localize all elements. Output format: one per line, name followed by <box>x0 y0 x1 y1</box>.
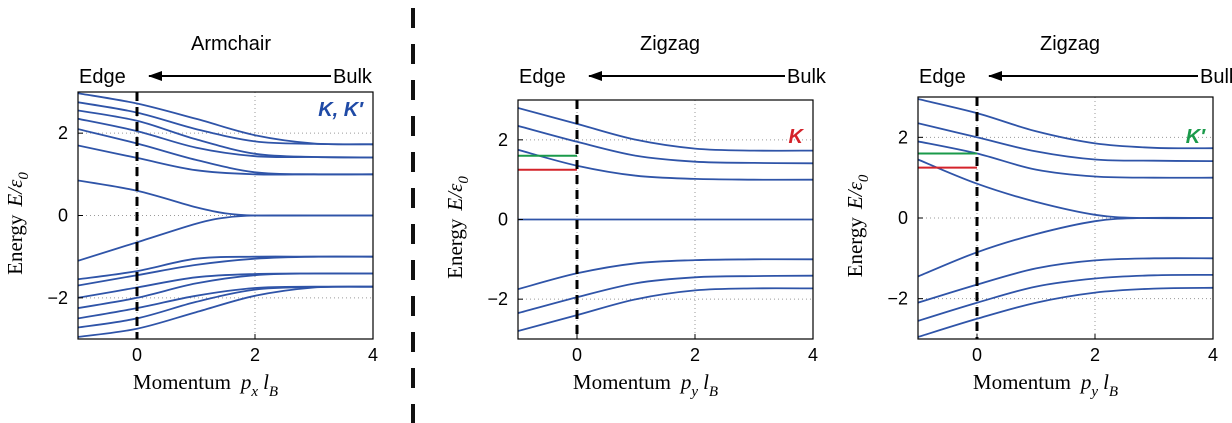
x-tick-label: 4 <box>368 345 378 365</box>
y-axis-label-word: Energy <box>443 218 467 279</box>
band-line-2 <box>918 122 1213 162</box>
y-tick-label: 2 <box>498 130 508 150</box>
x-axis-label-l: l <box>703 370 709 394</box>
bulk-label: Bulk <box>787 66 827 88</box>
panel-title: Zigzag <box>640 33 700 55</box>
series-group <box>518 107 813 332</box>
y-axis-label: Energy E/ε0 <box>3 172 32 275</box>
y-axis-label: Energy E/ε0 <box>443 176 472 279</box>
band-line-6 <box>78 144 373 176</box>
x-tick-label: 2 <box>690 345 700 365</box>
valley-tag: K <box>789 126 805 148</box>
x-axis-label-subscript-b: B <box>269 384 278 400</box>
band-line-7 <box>518 287 813 332</box>
y-tick-label: 0 <box>498 210 508 230</box>
series-group <box>78 92 373 338</box>
bulk-label: Bulk <box>1200 66 1232 88</box>
y-axis-label-subscript: 0 <box>16 172 32 180</box>
series-group <box>918 98 1213 338</box>
x-axis-label-subscript: y <box>1089 384 1098 400</box>
x-axis-label: Momentum px lB <box>133 370 278 400</box>
x-tick-label: 0 <box>132 345 142 365</box>
x-axis-label-l: l <box>263 370 269 394</box>
y-axis-label-symbol: E/ε <box>3 179 27 208</box>
x-axis-label-word: Momentum <box>573 370 671 394</box>
band-line-7 <box>78 179 373 217</box>
x-tick-label: 2 <box>250 345 260 365</box>
edge-label: Edge <box>919 66 966 88</box>
y-tick-label: 2 <box>58 123 68 143</box>
panel-title: Armchair <box>191 33 271 55</box>
edge-label: Edge <box>519 66 566 88</box>
band-line-10 <box>78 255 373 287</box>
y-axis-label-symbol: E/ε <box>443 183 467 212</box>
band-line-2 <box>78 101 373 146</box>
y-tick-label: −2 <box>487 289 508 309</box>
band-line-4 <box>78 117 373 159</box>
valley-tag: K′ <box>1186 126 1206 148</box>
x-axis-label-symbol: p <box>679 370 692 394</box>
band-line-8 <box>918 286 1213 338</box>
band-line-6 <box>918 257 1213 304</box>
band-line-5 <box>918 216 1213 278</box>
y-axis-label-symbol: E/ε <box>843 181 867 210</box>
band-line-12 <box>78 272 373 309</box>
y-tick-label: 0 <box>58 206 68 226</box>
band-line-3 <box>518 148 813 181</box>
x-axis-label-symbol: p <box>1079 370 1092 394</box>
band-line-13 <box>78 285 373 320</box>
y-tick-label: −2 <box>47 288 68 308</box>
y-tick-label: −2 <box>887 289 908 309</box>
x-axis-label-subscript-b: B <box>709 384 718 400</box>
x-tick-label: 0 <box>572 345 582 365</box>
x-tick-label: 2 <box>1090 345 1100 365</box>
band-line-15 <box>78 285 373 338</box>
band-line-8 <box>78 214 373 262</box>
band-line-14 <box>78 285 373 329</box>
y-axis-label-word: Energy <box>843 217 867 278</box>
band-line-7 <box>918 273 1213 322</box>
x-axis-label-subscript-b: B <box>1109 384 1118 400</box>
y-axis-label-word: Energy <box>3 214 27 275</box>
band-line-1 <box>518 107 813 152</box>
y-tick-label: 2 <box>898 127 908 147</box>
band-line-1 <box>918 98 1213 150</box>
band-line-2 <box>518 125 813 165</box>
band-line-6 <box>518 274 813 314</box>
x-tick-label: 4 <box>1208 345 1218 365</box>
x-tick-label: 4 <box>808 345 818 365</box>
x-axis-label-symbol: p <box>239 370 252 394</box>
x-axis-label: Momentum py lB <box>573 370 718 400</box>
band-line-3 <box>918 140 1213 179</box>
y-axis-label-subscript: 0 <box>456 176 472 184</box>
y-axis-label: Energy E/ε0 <box>843 174 872 277</box>
y-tick-label: 0 <box>898 208 908 228</box>
band-line-5 <box>518 258 813 291</box>
x-axis-label-subscript: x <box>250 384 258 400</box>
x-tick-label: 0 <box>972 345 982 365</box>
y-axis-label-subscript: 0 <box>856 174 872 182</box>
x-axis-label-l: l <box>1103 370 1109 394</box>
x-axis-label-subscript: y <box>689 384 698 400</box>
edge-label: Edge <box>79 66 126 88</box>
valley-tag: K, K′ <box>318 99 364 121</box>
bulk-label: Bulk <box>333 66 373 88</box>
x-axis-label-word: Momentum <box>133 370 231 394</box>
x-axis-label-word: Momentum <box>973 370 1071 394</box>
panel-title: Zigzag <box>1040 33 1100 55</box>
x-axis-label: Momentum py lB <box>973 370 1118 400</box>
chart-panel-3: ZigzagEdgeBulk02420−2K′EnergyE/ε0Momentu… <box>843 33 1232 400</box>
